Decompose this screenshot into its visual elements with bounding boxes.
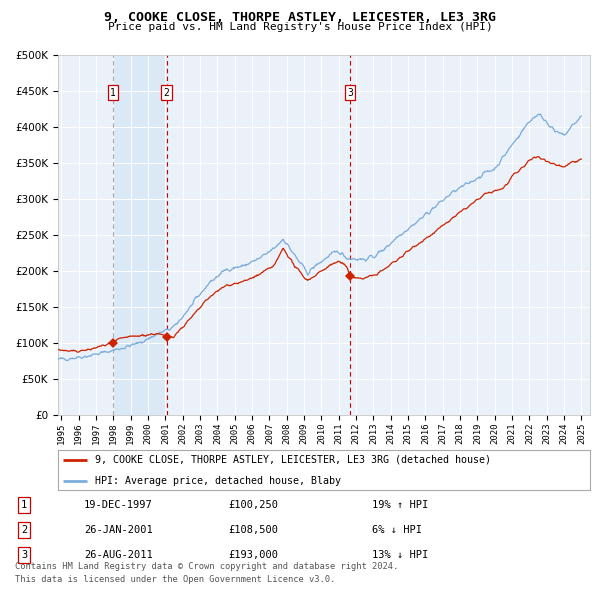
Text: HPI: Average price, detached house, Blaby: HPI: Average price, detached house, Blab… [95, 476, 341, 486]
Text: 9, COOKE CLOSE, THORPE ASTLEY, LEICESTER, LE3 3RG: 9, COOKE CLOSE, THORPE ASTLEY, LEICESTER… [104, 11, 496, 24]
Text: 1: 1 [21, 500, 27, 510]
Text: £108,500: £108,500 [228, 525, 278, 535]
Text: 6% ↓ HPI: 6% ↓ HPI [372, 525, 422, 535]
Text: 3: 3 [21, 550, 27, 560]
Text: 9, COOKE CLOSE, THORPE ASTLEY, LEICESTER, LE3 3RG (detached house): 9, COOKE CLOSE, THORPE ASTLEY, LEICESTER… [95, 455, 491, 465]
Text: 1: 1 [110, 88, 116, 98]
Text: Contains HM Land Registry data © Crown copyright and database right 2024.: Contains HM Land Registry data © Crown c… [15, 562, 398, 571]
Text: 2: 2 [164, 88, 170, 98]
Text: 26-JAN-2001: 26-JAN-2001 [84, 525, 153, 535]
Text: Price paid vs. HM Land Registry's House Price Index (HPI): Price paid vs. HM Land Registry's House … [107, 22, 493, 32]
Text: This data is licensed under the Open Government Licence v3.0.: This data is licensed under the Open Gov… [15, 575, 335, 584]
Text: 2: 2 [21, 525, 27, 535]
Text: £193,000: £193,000 [228, 550, 278, 560]
Text: 19% ↑ HPI: 19% ↑ HPI [372, 500, 428, 510]
Bar [113, 55, 167, 415]
Text: 19-DEC-1997: 19-DEC-1997 [84, 500, 153, 510]
Text: £100,250: £100,250 [228, 500, 278, 510]
Text: 26-AUG-2011: 26-AUG-2011 [84, 550, 153, 560]
Text: 13% ↓ HPI: 13% ↓ HPI [372, 550, 428, 560]
Text: 3: 3 [347, 88, 353, 98]
